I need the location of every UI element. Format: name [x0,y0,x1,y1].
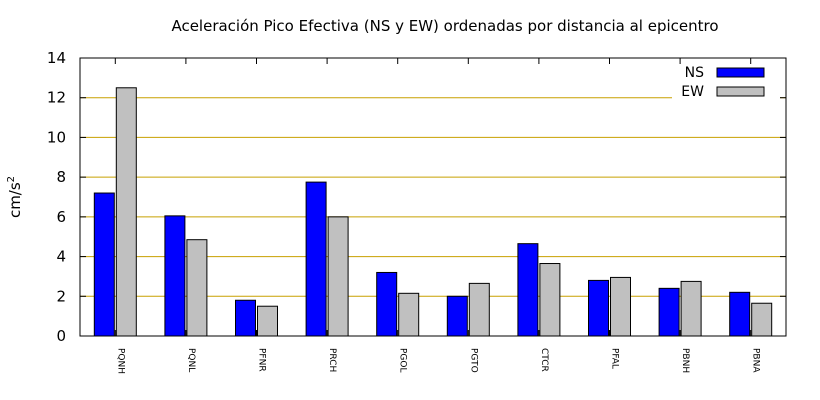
x-tick-label: PRCH [327,348,337,372]
y-tick-label: 10 [47,128,66,146]
bar-ew-pgto [468,282,490,337]
bar-ew-ctcr [539,263,561,337]
y-tick-label: 2 [56,287,66,305]
bar-ns-pqnh [93,192,115,337]
y-axis-label: cm/s2 [6,176,24,218]
chart-title: Aceleración Pico Efectiva (NS y EW) orde… [171,17,718,35]
bar-ew-pbna [751,302,773,337]
y-tick-label: 8 [56,168,66,186]
x-tick-label: PFNR [257,348,267,372]
x-tick-label: PBNH [680,348,690,373]
x-tick-label: PBNA [751,348,761,373]
x-tick-label: PFAL [610,348,620,369]
bar-ns-prch [305,181,327,337]
bar-ew-pgol [398,292,420,337]
bar-ns-pbnh [658,287,680,337]
legend-swatch [716,86,765,97]
x-tick-label: PGOL [398,348,408,373]
y-tick-label: 0 [56,327,66,345]
y-tick-label: 4 [56,248,66,266]
legend-label: NS [685,65,704,81]
bar-ns-pbna [729,291,751,337]
bar-ew-prch [327,216,349,337]
bar-ew-pqnl [186,239,208,337]
legend-swatch [716,67,765,78]
grid-lines [80,97,786,297]
y-tick-label: 12 [47,89,66,107]
bar-ns-pfal [588,279,609,337]
axes: 0 2 4 6 8 10 12 14 PQNH PQNL PFNR PRCH PGOL PGTO CTCR P… [47,49,787,374]
x-tick-label: CTCR [539,348,549,372]
bar-ns-pqnl [164,215,186,337]
bar-ns-pgol [376,271,398,337]
bar-ew-pbnh [680,280,702,337]
bar-ns-pfnr [235,299,256,337]
bar-ns-ctcr [517,243,539,337]
x-tick-label: PGTO [468,348,478,373]
legend: NS EW [681,65,765,100]
y-axis-label-superscript: 2 [6,176,17,182]
bar-ew-pfnr [257,305,278,337]
bar-ew-pqnh [115,87,137,337]
plot-frame [79,57,787,337]
bar-ns-pgto [446,295,468,337]
x-tick-label: PQNH [115,348,125,374]
bar-ew-pfal [610,276,631,337]
x-tick-label: PQNL [186,348,196,372]
y-tick-label: 14 [47,49,66,67]
y-tick-label: 6 [56,208,66,226]
bars [93,87,773,337]
legend-label: EW [681,84,704,100]
